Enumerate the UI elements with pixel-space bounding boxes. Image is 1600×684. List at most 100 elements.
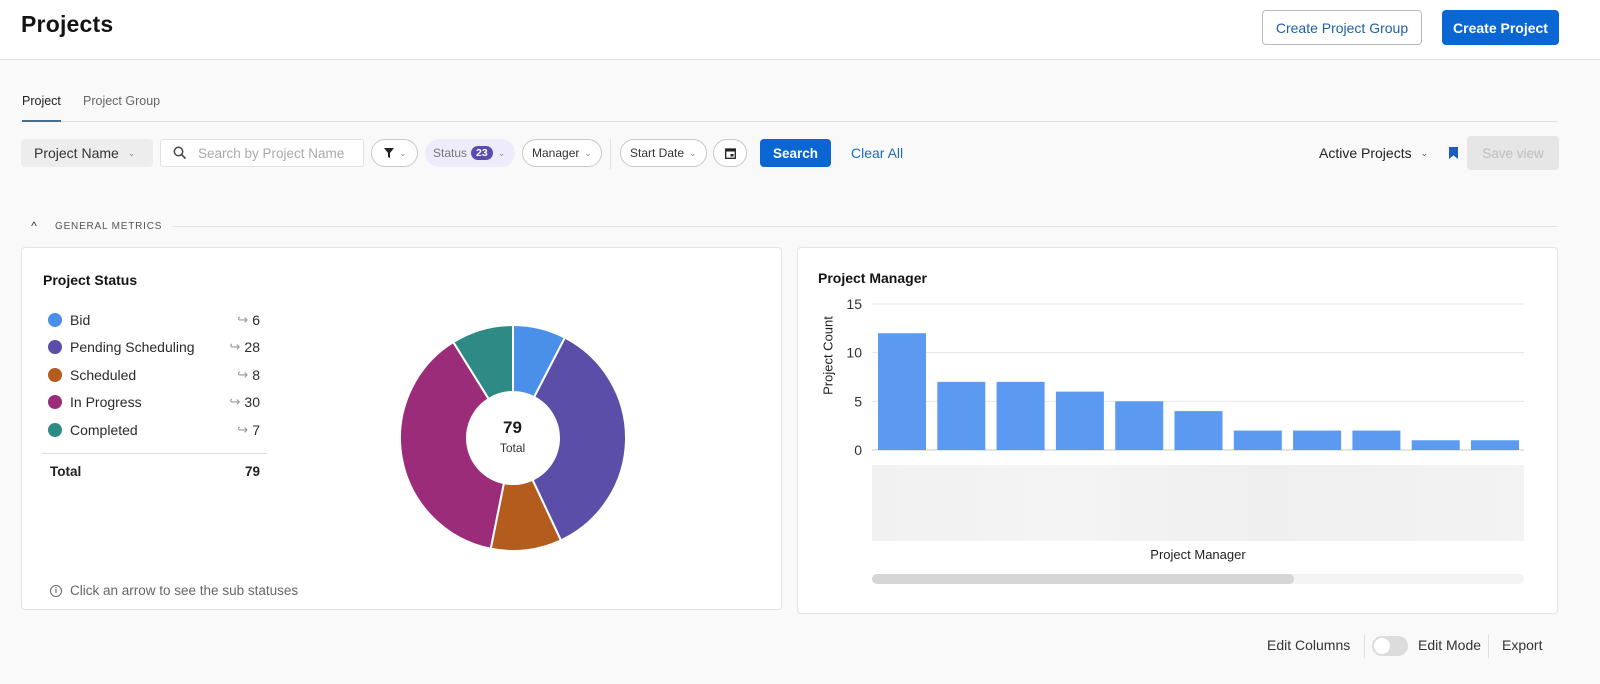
bar[interactable] <box>1411 440 1460 450</box>
sub-status-hint: i Click an arrow to see the sub statuses <box>50 583 298 598</box>
legend-value: 7 <box>252 421 260 438</box>
bar[interactable] <box>1293 430 1342 450</box>
bar[interactable] <box>937 381 986 450</box>
chevron-down-icon: ⌄ <box>584 147 592 158</box>
scrollbar-thumb[interactable] <box>872 574 1294 584</box>
chevron-down-icon: ⌄ <box>127 147 136 158</box>
manager-bar-chart[interactable]: 0 5 10 15 <box>798 248 1559 468</box>
card-title: Project Status <box>43 272 138 288</box>
search-icon <box>173 146 187 160</box>
sub-status-arrow[interactable]: ↪ 8 <box>237 367 260 383</box>
create-project-button[interactable]: Create Project <box>1442 10 1559 45</box>
date-picker-button[interactable] <box>713 139 747 167</box>
general-metrics-header: ^ GENERAL METRICS <box>21 216 1557 236</box>
arrow-icon: ↪ <box>237 311 249 327</box>
saved-view-select[interactable]: Active Projects ⌄ <box>1319 145 1428 161</box>
search-button[interactable]: Search <box>760 139 831 167</box>
color-dot <box>48 312 62 327</box>
bar[interactable] <box>1055 391 1104 450</box>
saved-view-label: Active Projects <box>1319 145 1412 161</box>
tab-project[interactable]: Project <box>22 94 61 122</box>
legend-value: 6 <box>252 311 260 328</box>
manager-filter-label: Manager <box>532 146 580 160</box>
bar[interactable] <box>1471 440 1519 450</box>
export-button[interactable]: Export <box>1502 637 1543 653</box>
table-actions: Edit Columns Edit Mode Export <box>1250 634 1600 658</box>
bar[interactable] <box>878 333 926 450</box>
y-axis-label: Project Count <box>820 316 836 395</box>
status-filter-label: Status <box>433 146 468 160</box>
bookmark-icon[interactable] <box>1449 147 1458 159</box>
color-dot <box>48 340 62 355</box>
edit-columns-button[interactable]: Edit Columns <box>1267 637 1351 653</box>
tab-bar: Project Project Group <box>21 86 1557 122</box>
legend-label: Completed <box>70 421 138 438</box>
create-project-group-button[interactable]: Create Project Group <box>1262 10 1422 45</box>
tab-project-group[interactable]: Project Group <box>83 94 161 108</box>
status-count-badge: 23 <box>471 146 493 160</box>
bar[interactable] <box>996 381 1045 450</box>
divider <box>610 139 611 169</box>
arrow-icon: ↪ <box>229 339 241 355</box>
x-axis-title: Project Manager <box>1150 547 1246 562</box>
legend-value: 30 <box>244 394 260 411</box>
y-tick-label: 5 <box>854 393 862 409</box>
legend-item: Scheduled ↪ 8 <box>48 361 268 389</box>
donut-total-label: Total <box>499 441 526 455</box>
color-dot <box>48 422 62 437</box>
chart-horizontal-scrollbar[interactable] <box>872 574 1524 584</box>
sub-status-arrow[interactable]: ↪ 7 <box>237 422 260 438</box>
legend-label: In Progress <box>70 394 142 411</box>
bar[interactable] <box>1233 430 1282 450</box>
arrow-icon: ↪ <box>237 421 249 437</box>
search-field-label: Project Name <box>34 145 119 161</box>
y-tick-label: 0 <box>854 442 862 458</box>
edit-mode-toggle[interactable] <box>1372 636 1408 656</box>
manager-filter[interactable]: Manager ⌄ <box>522 139 602 167</box>
status-legend: Bid ↪ 6 Pending Scheduling ↪ 28 Scheduled … <box>48 306 268 444</box>
legend-item: Completed ↪ 7 <box>48 416 268 444</box>
donut-slice[interactable] <box>451 325 514 401</box>
info-icon: i <box>50 584 62 597</box>
sub-status-arrow[interactable]: ↪ 28 <box>230 339 260 355</box>
status-filter[interactable]: Status 23 ⌄ <box>425 139 515 167</box>
legend-label: Bid <box>70 311 91 328</box>
chevron-down-icon: ⌄ <box>689 147 697 158</box>
legend-value: 28 <box>244 339 260 356</box>
chevron-down-icon: ⌄ <box>497 147 506 158</box>
divider <box>42 453 267 454</box>
start-date-filter[interactable]: Start Date ⌄ <box>620 139 707 167</box>
edit-mode-label: Edit Mode <box>1418 637 1482 653</box>
sub-status-arrow[interactable]: ↪ 6 <box>237 312 260 328</box>
save-view-button[interactable]: Save view <box>1467 136 1559 170</box>
donut-slice[interactable] <box>531 336 626 542</box>
donut-center: 79 Total <box>466 418 559 455</box>
bar[interactable] <box>1115 401 1164 450</box>
chevron-down-icon: ⌄ <box>1420 147 1429 158</box>
total-label: Total <box>50 464 82 479</box>
calendar-icon <box>724 147 736 159</box>
y-tick-label: 10 <box>846 345 862 361</box>
bar[interactable] <box>1174 411 1223 450</box>
status-donut-chart[interactable] <box>400 325 626 551</box>
collapse-caret-icon[interactable]: ^ <box>31 219 37 233</box>
filter-icon <box>384 148 394 158</box>
advanced-filter-button[interactable]: ⌄ <box>371 139 418 167</box>
project-manager-card: Project Manager 0 5 10 15 Project Count Pro… <box>797 247 1558 614</box>
search-input[interactable]: Search by Project Name <box>160 139 364 167</box>
card-title: Project Manager <box>818 270 927 286</box>
page-title: Projects <box>21 11 114 37</box>
legend-item: In Progress ↪ 30 <box>48 389 268 417</box>
section-title: GENERAL METRICS <box>55 220 163 232</box>
color-dot <box>48 395 62 410</box>
bar[interactable] <box>1352 430 1401 450</box>
y-axis-title: Project Count <box>808 296 848 420</box>
donut-slice[interactable] <box>400 340 506 550</box>
sub-status-arrow[interactable]: ↪ 30 <box>230 394 260 410</box>
search-field-select[interactable]: Project Name ⌄ <box>21 139 153 167</box>
y-tick-label: 15 <box>846 296 862 312</box>
legend-label: Pending Scheduling <box>70 339 195 356</box>
clear-all-link[interactable]: Clear All <box>851 145 904 161</box>
legend-value: 8 <box>252 366 260 383</box>
total-value: 79 <box>244 464 260 479</box>
